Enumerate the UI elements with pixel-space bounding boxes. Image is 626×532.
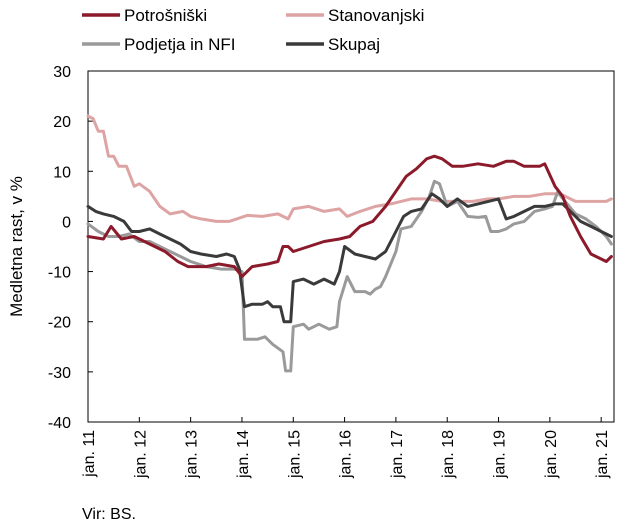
y-tick-label: -10 (48, 265, 71, 282)
y-tick-label: 10 (53, 164, 71, 181)
legend-label-3: Podjetja in NFI (124, 35, 236, 54)
x-tick-label: jan. 20 (543, 430, 560, 479)
legend-label-2: Stanovanjski (328, 6, 424, 25)
series-line-3 (86, 179, 613, 373)
x-tick-label: jan. 14 (235, 430, 252, 479)
y-tick-label: 0 (62, 214, 71, 231)
y-tick-label: -30 (48, 365, 71, 382)
series-line-2 (86, 114, 613, 223)
y-tick-label: -40 (48, 415, 71, 432)
x-tick-label: jan. 19 (492, 430, 509, 479)
x-tick-label: jan. 13 (184, 430, 201, 479)
x-tick-label: jan. 18 (440, 430, 457, 479)
legend-label-1: Potrošniški (124, 6, 207, 25)
x-tick-label: jan. 16 (338, 430, 355, 479)
y-tick-label: -20 (48, 315, 71, 332)
legend-label-4: Skupaj (328, 35, 380, 54)
source-note: Vir: BS. (82, 506, 136, 523)
x-tick-label: jan. 11 (81, 430, 98, 478)
series-line-4 (86, 192, 613, 324)
y-tick-label: 20 (53, 114, 71, 131)
x-tick-label: jan. 15 (286, 430, 303, 479)
y-tick-label: 30 (53, 64, 71, 81)
x-tick-label: jan. 12 (132, 430, 149, 479)
series-line-1 (86, 154, 613, 279)
plot-frame (87, 70, 615, 423)
y-axis-title: Medletna rast, v % (7, 176, 26, 317)
x-tick-label: jan. 17 (389, 430, 406, 479)
x-tick-label: jan. 21 (594, 430, 611, 479)
